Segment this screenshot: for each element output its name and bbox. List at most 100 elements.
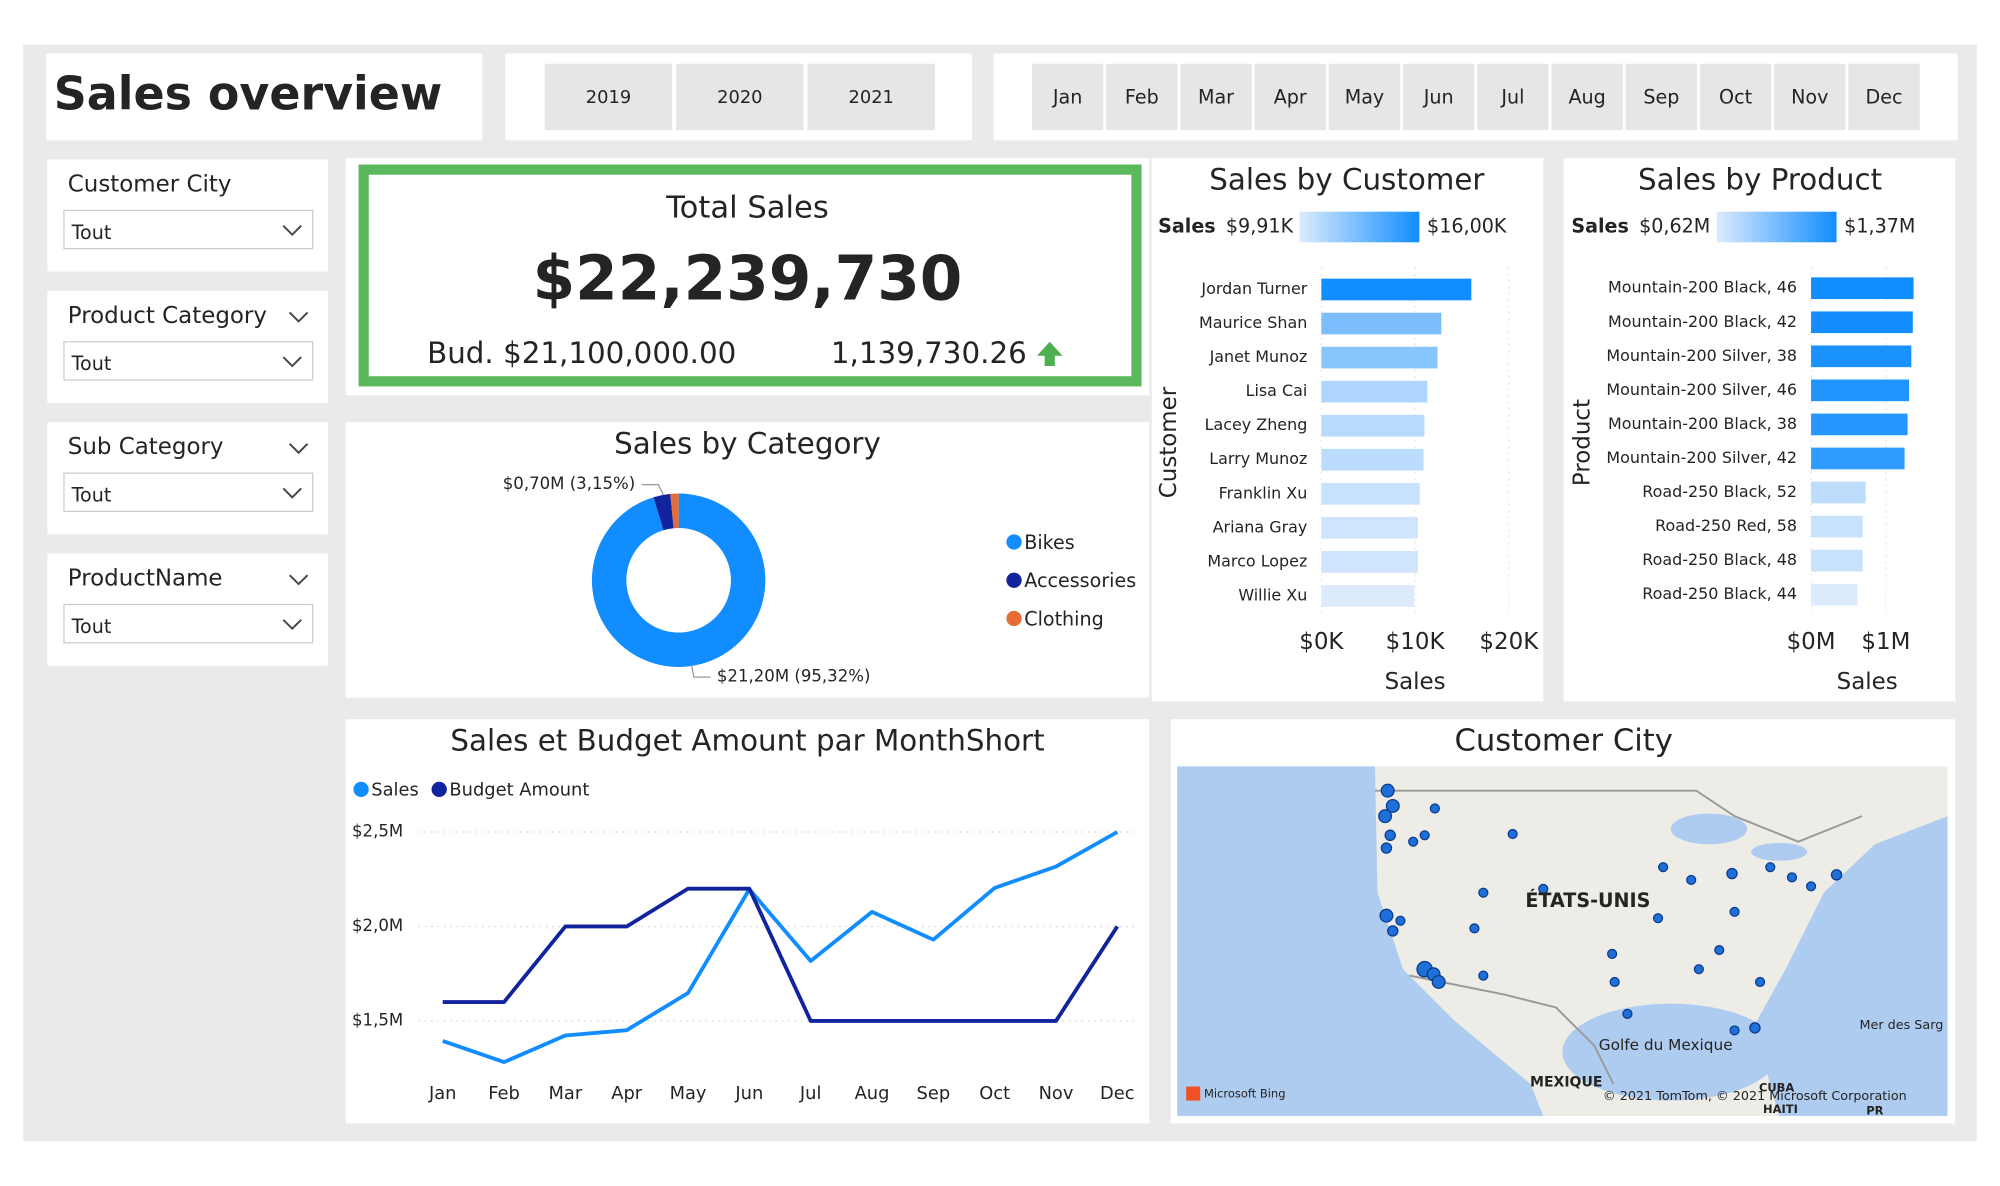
- month-label: Feb: [1125, 86, 1159, 109]
- x-tick-label: Feb: [488, 1083, 520, 1104]
- data-label: $0,70M (3,15%): [503, 474, 636, 493]
- dropdown[interactable]: [63, 472, 314, 513]
- month-label: Jan: [1052, 86, 1082, 109]
- month-button[interactable]: [1402, 63, 1475, 131]
- month-button[interactable]: [1106, 63, 1178, 131]
- map-label: CUBA: [1759, 1080, 1794, 1094]
- dropdown-value: Tout: [71, 352, 112, 375]
- y-tick-label: $1,5M: [352, 1010, 403, 1029]
- y-tick-label: Road-250 Black, 52: [1642, 482, 1797, 501]
- y-tick-label: Maurice Shan: [1199, 313, 1307, 332]
- chevron: [288, 443, 309, 455]
- x-tick-label: Dec: [1100, 1083, 1135, 1104]
- year-label: 2020: [717, 87, 762, 108]
- data-label: $21,20M (95,32%): [717, 667, 871, 686]
- x-tick-label: $0K: [1299, 629, 1344, 655]
- dropdown[interactable]: [63, 603, 314, 644]
- dropdown[interactable]: [63, 209, 314, 250]
- month-button[interactable]: [1625, 63, 1698, 131]
- month-button[interactable]: [1477, 63, 1549, 131]
- y-axis-title: Customer: [1156, 386, 1182, 498]
- legend-marker: [1006, 610, 1022, 627]
- chart-title: Sales by Product: [1638, 163, 1882, 197]
- month-button[interactable]: [1031, 63, 1104, 131]
- legend-marker: [1006, 572, 1022, 588]
- x-tick-label: Mar: [549, 1083, 583, 1104]
- month-button[interactable]: [1848, 63, 1920, 131]
- legend-gradient: [1299, 211, 1420, 243]
- bar: [1321, 516, 1418, 539]
- legend-min: $9,91K: [1226, 214, 1294, 237]
- bar: [1811, 277, 1914, 300]
- map-lake: [1670, 813, 1748, 845]
- map-label: PR: [1866, 1103, 1883, 1117]
- bar: [1321, 551, 1418, 573]
- bar: [1321, 312, 1442, 335]
- map-label: ÉTATS-UNIS: [1525, 889, 1650, 912]
- bar: [1321, 585, 1415, 607]
- dropdown-value: Tout: [71, 484, 112, 507]
- x-tick-label: $1M: [1861, 629, 1910, 655]
- map-lake: [1751, 842, 1808, 861]
- x-tick-label: Sep: [917, 1083, 951, 1104]
- month-label: Jun: [1423, 86, 1454, 109]
- y-tick-label: Franklin Xu: [1219, 483, 1308, 502]
- chevron: [282, 225, 302, 237]
- bar: [1811, 345, 1912, 368]
- month-button[interactable]: [1328, 63, 1401, 131]
- y-tick-label: Mountain-200 Black, 38: [1608, 414, 1797, 433]
- line-series: [442, 886, 1119, 1023]
- y-tick-label: Mountain-200 Black, 42: [1608, 312, 1797, 331]
- map-gulf: [1562, 1003, 1780, 1101]
- bar: [1811, 481, 1866, 504]
- x-tick-label: Aug: [855, 1083, 890, 1104]
- bar: [1321, 346, 1438, 369]
- kpi-title: Total Sales: [665, 191, 829, 226]
- legend-title: Sales: [1158, 214, 1216, 237]
- year-button[interactable]: [807, 63, 935, 131]
- dropdown-value: Tout: [71, 615, 112, 638]
- legend-label: Sales: [371, 780, 418, 801]
- bar: [1811, 311, 1913, 334]
- x-tick-label: $20K: [1479, 629, 1539, 655]
- x-tick-label: Jul: [799, 1083, 822, 1104]
- y-tick-label: Janet Munoz: [1209, 347, 1308, 366]
- month-label: Aug: [1568, 86, 1605, 109]
- x-tick-label: Jan: [428, 1083, 457, 1104]
- chevron: [282, 619, 302, 631]
- month-button[interactable]: [1254, 63, 1326, 131]
- map-title: Customer City: [1455, 724, 1673, 759]
- kpi-budget: Bud. $21,100,000.00: [427, 336, 736, 370]
- filter-label: ProductName: [68, 565, 223, 591]
- chevron: [282, 487, 302, 499]
- month-button[interactable]: [1774, 63, 1846, 131]
- y-tick-label: Marco Lopez: [1207, 551, 1307, 570]
- y-tick-label: $2,0M: [352, 916, 403, 935]
- leader-line: [690, 664, 711, 678]
- dropdown[interactable]: [63, 341, 314, 381]
- x-tick-label: Oct: [979, 1083, 1010, 1104]
- chart-title: Sales et Budget Amount par MonthShort: [450, 724, 1044, 758]
- legend-label: Clothing: [1024, 607, 1104, 630]
- x-tick-label: $10K: [1386, 629, 1446, 655]
- map-label: Mer des Sarg: [1860, 1018, 1944, 1033]
- bar: [1811, 379, 1910, 402]
- donut-slice: [653, 493, 674, 531]
- chart-title: Sales by Category: [614, 427, 881, 461]
- y-tick-label: Ariana Gray: [1213, 517, 1308, 536]
- line-series: [442, 830, 1119, 1065]
- legend-label: Bikes: [1024, 531, 1075, 554]
- year-label: 2019: [586, 87, 631, 108]
- y-tick-label: Road-250 Red, 58: [1655, 516, 1797, 535]
- month-button[interactable]: [1699, 63, 1772, 131]
- map-ocean: [1177, 766, 1544, 1116]
- bar: [1811, 515, 1863, 538]
- bar: [1811, 549, 1863, 572]
- month-button[interactable]: [1180, 63, 1252, 131]
- legend-gradient: [1716, 211, 1837, 243]
- month-button[interactable]: [1551, 63, 1623, 131]
- donut-slice: [670, 493, 679, 529]
- year-button[interactable]: [544, 63, 673, 131]
- year-button[interactable]: [676, 63, 804, 131]
